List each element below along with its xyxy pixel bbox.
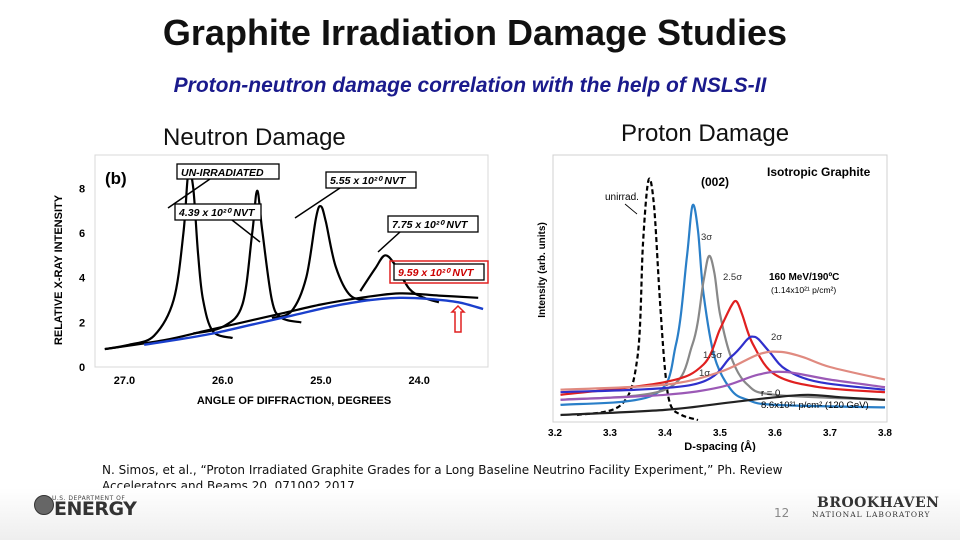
annot-r0: r = 0 <box>761 388 780 399</box>
page-number: 12 <box>774 506 790 520</box>
x-tick-label: 3.7 <box>823 428 837 439</box>
x-tick-label: 3.8 <box>878 428 892 439</box>
y-axis-label: RELATIVE X-RAY INTENSITY <box>53 194 65 345</box>
x-ticks: 3.2 3.3 3.4 3.5 3.6 3.7 3.8 <box>548 428 892 439</box>
page-title: Graphite Irradiation Damage Studies <box>162 12 788 53</box>
annot-2-5-sigma: 2.5σ <box>723 272 742 283</box>
x-tick-label: 26.0 <box>212 375 233 387</box>
arrow-4-39 <box>231 219 261 243</box>
plot-frame <box>552 154 888 423</box>
series-line-7 <box>560 393 886 417</box>
series-line-4 <box>104 292 479 351</box>
x-ticks: 27.0 26.0 25.0 24.0 <box>114 375 430 387</box>
x-tick-label: 3.5 <box>713 428 727 439</box>
chart-title: Isotropic Graphite <box>767 165 871 179</box>
series-line-5 <box>143 296 484 346</box>
label-box-9-59 <box>393 263 485 281</box>
panel-label: (b) <box>105 169 127 188</box>
label-unirradiated: UN-IRRADIATED <box>181 167 264 179</box>
doe-logo-word: ENERGY <box>54 498 137 520</box>
series-line-0 <box>576 177 699 422</box>
y-tick-label: 8 <box>79 183 85 195</box>
bnl-logo-subtext: NATIONAL LABORATORY <box>812 510 931 519</box>
proton-damage-header: Proton Damage <box>621 120 790 147</box>
label-box-unirradiated <box>176 163 280 180</box>
annot-1-sigma: 1σ <box>699 368 710 379</box>
doe-seal-icon <box>34 495 54 515</box>
curves <box>104 169 484 351</box>
x-tick-label: 27.0 <box>114 375 135 387</box>
x-tick-label: 3.3 <box>603 428 617 439</box>
arrow-7-75 <box>377 231 401 253</box>
label-9-59-nvt: 9.59 x 10²⁰ NVT <box>398 267 475 279</box>
x-tick-label: 25.0 <box>310 375 331 387</box>
arrow-unirradiated <box>167 178 211 209</box>
x-tick-label: 3.6 <box>768 428 782 439</box>
annot-condition-fluence: (1.14x10²¹ p/cm²) <box>771 285 836 295</box>
x-axis-label: ANGLE OF DIFFRACTION, DEGREES <box>197 395 391 407</box>
series-line-5 <box>560 350 886 391</box>
label-box-5-55 <box>325 171 417 189</box>
y-tick-label: 2 <box>79 317 85 329</box>
annot-condition: 160 MeV/190ºC <box>769 272 839 283</box>
x-axis-label: D-spacing (Å) <box>684 440 756 452</box>
footer-band <box>0 488 960 540</box>
label-4-39-nvt: 4.39 x 10²⁰ NVT <box>178 207 256 219</box>
arrow-up-icon <box>450 304 466 333</box>
annot-unirrad-pointer <box>624 203 638 215</box>
series-line-6 <box>560 370 886 401</box>
series-line-1 <box>560 203 886 409</box>
series-line-4 <box>560 335 886 394</box>
label-box-4-39 <box>174 203 262 221</box>
bnl-logo-word: BROOKHAVEN <box>817 495 940 511</box>
doe-logo-small-text: U.S. DEPARTMENT OF <box>52 495 126 502</box>
arrow-5-55 <box>294 187 341 219</box>
x-tick-label: 3.2 <box>548 428 562 439</box>
series-line-3 <box>560 299 886 396</box>
page-subtitle: Proton-neutron damage correlation with t… <box>173 74 767 97</box>
neutron-damage-header: Neutron Damage <box>163 124 346 151</box>
label-7-75-nvt: 7.75 x 10²⁰ NVT <box>392 219 469 231</box>
proton-damage-chart: 3.2 3.3 3.4 3.5 3.6 3.7 3.8 Isotropic Graphite… <box>537 154 892 452</box>
highlight-box-9-59 <box>389 260 489 284</box>
annot-1-5-sigma: 1.5σ <box>703 350 722 361</box>
series-line-2 <box>271 204 371 319</box>
label-box-7-75 <box>387 215 479 233</box>
y-tick-label: 4 <box>79 273 86 285</box>
annot-unirrad: unirrad. <box>605 192 639 203</box>
series-line-2 <box>560 254 886 401</box>
y-tick-label: 6 <box>79 228 85 240</box>
annot-3-sigma: 3σ <box>701 232 712 243</box>
peak-label: (002) <box>701 175 729 189</box>
annot-2-sigma: 2σ <box>771 332 782 343</box>
curves <box>560 177 886 422</box>
y-axis-label: Intensity (arb. units) <box>537 222 548 318</box>
citation-line-1: N. Simos, et al., “Proton Irradiated Gra… <box>102 463 783 477</box>
x-tick-label: 24.0 <box>409 375 430 387</box>
x-tick-label: 3.4 <box>658 428 672 439</box>
y-tick-label: 0 <box>79 362 85 374</box>
label-5-55-nvt: 5.55 x 10²⁰ NVT <box>330 175 407 187</box>
annot-fluence: 8.6x10²¹ p/cm² (120 GeV) <box>761 400 869 411</box>
neutron-damage-chart: 0 2 4 6 8 27.0 26.0 25.0 24.0 (b) UN-IRRADIATED… <box>53 154 489 407</box>
y-ticks: 0 2 4 6 8 <box>79 183 86 374</box>
